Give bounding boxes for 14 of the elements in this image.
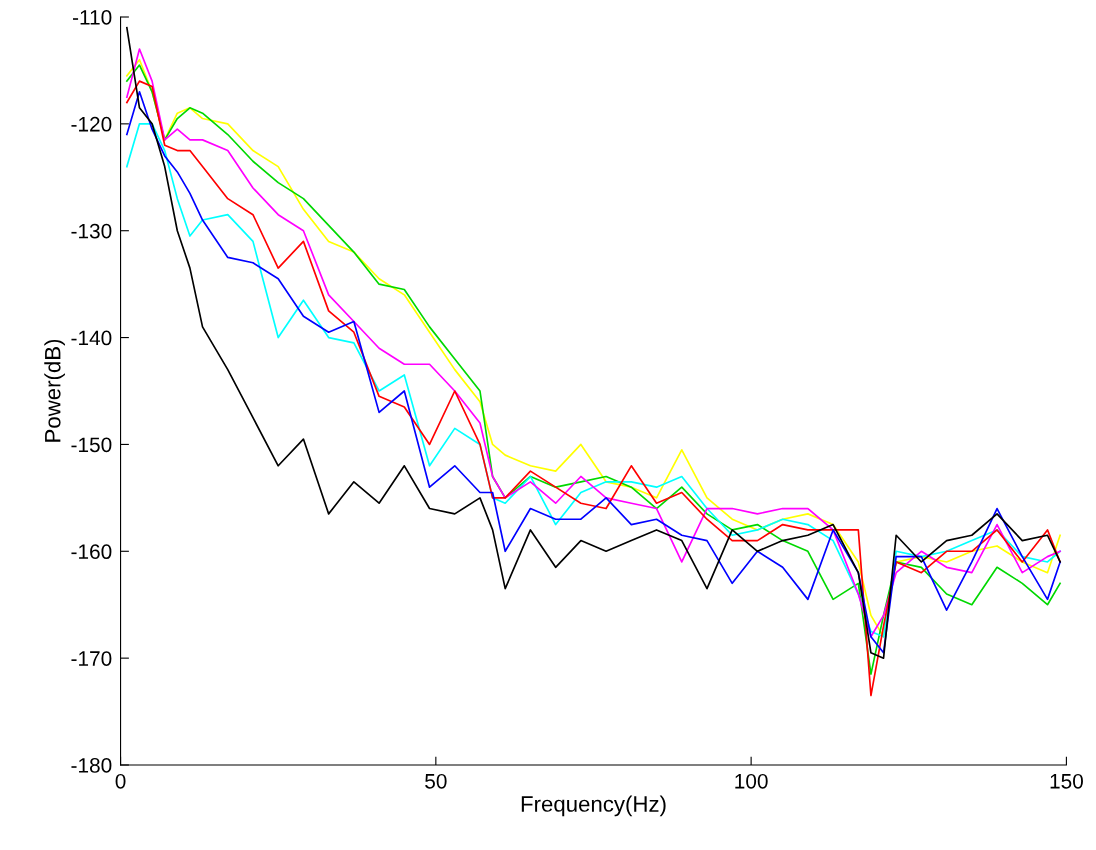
x-tick-label: 150 xyxy=(1050,773,1083,789)
x-tick-label: 0 xyxy=(115,773,126,789)
x-tick-label: 100 xyxy=(735,773,768,789)
y-tick-label: -110 xyxy=(72,10,112,25)
y-tick-label: -130 xyxy=(71,223,112,239)
y-tick-label: -160 xyxy=(71,544,112,560)
x-tick-label: 50 xyxy=(425,773,447,789)
x-axis-title: Frequency(Hz) xyxy=(521,795,666,817)
y-tick-label: -170 xyxy=(71,651,112,666)
y-tick-label: -180 xyxy=(71,758,112,773)
y-tick-label: -140 xyxy=(71,330,112,346)
y-tick-label: -120 xyxy=(71,116,112,132)
y-tick-label: -150 xyxy=(71,437,112,453)
y-axis-title: Power(dB) xyxy=(44,339,65,442)
